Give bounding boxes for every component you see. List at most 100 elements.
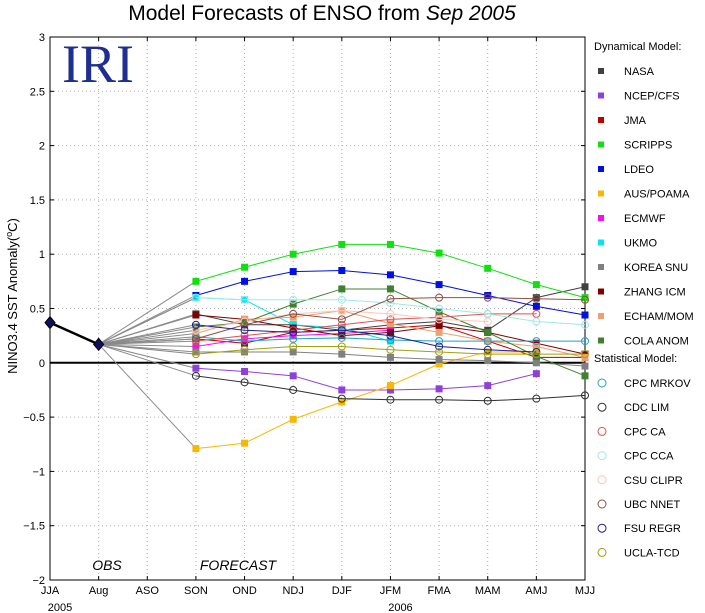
year-label: 2006 [388, 602, 412, 613]
series-point [289, 268, 297, 276]
x-tick-label: OND [232, 585, 257, 597]
iri-logo: IRI [62, 34, 134, 94]
legend-item: ECHAM/MOM [598, 311, 694, 323]
series-point [435, 313, 444, 322]
series-point [191, 337, 200, 346]
series-point [289, 324, 297, 332]
series-point [435, 328, 443, 336]
legend-label: COLA ANOM [624, 336, 689, 348]
series-point [435, 356, 443, 364]
series-point [240, 295, 249, 304]
series-point [289, 328, 298, 337]
series-point [338, 240, 346, 248]
observed-point [92, 337, 105, 352]
series-korea-snu [98, 343, 589, 370]
legend-marker [597, 499, 607, 509]
series-point [483, 350, 492, 359]
legend-label: ECMWF [624, 213, 666, 225]
series-point [241, 339, 249, 347]
series-point [241, 263, 249, 271]
series-cpc-cca [98, 293, 589, 345]
legend-group-title: Dynamical Model: [594, 41, 681, 53]
series-point [337, 326, 346, 335]
legend-marker [597, 475, 607, 485]
x-tick-label: Aug [89, 585, 109, 597]
series-point [581, 320, 589, 329]
axes-layer: −2 −1.5 −1 −0.5 0 0.5 1 1.5 2 2.5 3 JJA Aug ASO SON OND… [23, 32, 595, 613]
legend-label: ZHANG ICM [624, 287, 686, 299]
series-point [386, 299, 395, 308]
y-axis-label-sup: o [4, 232, 14, 237]
legend-marker [597, 523, 607, 533]
chart-title-date: Sep 2005 [426, 2, 516, 25]
series-line [195, 313, 537, 342]
series-line [195, 367, 537, 391]
series-point [435, 337, 444, 346]
legend-marker [598, 264, 604, 270]
series-point [532, 370, 540, 378]
legend-item: CDC LIM [597, 402, 669, 414]
series-point [435, 293, 444, 302]
legend-item: UCLA-TCD [597, 547, 680, 559]
series-point [386, 285, 394, 293]
legend-item: FSU REGR [597, 523, 681, 535]
legend-label: KOREA SNU [624, 262, 688, 274]
series-point [241, 348, 249, 356]
legend-item: LDEO [598, 164, 654, 176]
series-point [386, 335, 395, 344]
series-point [289, 415, 297, 423]
y-tick-label: 0 [39, 358, 45, 370]
x-tick-label: MAM [475, 585, 501, 597]
legend-item: SCRIPPS [598, 140, 672, 152]
legend-item: KOREA SNU [598, 262, 688, 274]
series-point [581, 350, 589, 359]
observed-line [49, 321, 100, 346]
series-point [192, 364, 200, 372]
series-point [289, 342, 298, 351]
series-point [483, 293, 492, 302]
series-point [483, 317, 492, 326]
legend-item: ZHANG ICM [598, 287, 686, 299]
series-point [241, 277, 249, 285]
series-point [532, 394, 541, 403]
series-point [191, 371, 200, 380]
legend-label: NCEP/CFS [624, 91, 680, 103]
legend-marker [598, 215, 604, 221]
series-point [386, 320, 394, 328]
series-connector [98, 332, 196, 345]
series-point [435, 281, 443, 289]
series-point [532, 317, 541, 326]
y-tick-label: −2 [32, 575, 45, 587]
series-point [532, 302, 540, 310]
y-axis-label-main: NINO3.4 SST Anomaly( [5, 236, 20, 374]
legend-label: JMA [624, 115, 647, 127]
series-point [338, 332, 346, 340]
x-tick-label: JJA [41, 585, 60, 597]
chart-title: Model Forecasts of ENSO from Sep 2005 [128, 2, 516, 25]
series-point [337, 342, 346, 351]
series-point [241, 319, 249, 327]
y-tick-label: 1 [39, 249, 45, 261]
forecast-label: FORECAST [200, 557, 278, 573]
series-line [195, 346, 585, 355]
series-point [241, 367, 249, 375]
series-point [435, 395, 444, 404]
series-point [581, 311, 589, 319]
series-point [532, 281, 540, 289]
legend-label: SCRIPPS [624, 140, 672, 152]
legend-item: ECMWF [598, 213, 666, 225]
series-connector [98, 343, 197, 369]
legend-label: CDC LIM [624, 402, 669, 414]
legend-marker [598, 239, 604, 246]
series-point [386, 271, 394, 279]
legend-marker [598, 166, 604, 172]
legend-item: COLA ANOM [598, 336, 689, 348]
series-point [532, 359, 540, 367]
series-ucla-tcd [98, 342, 589, 359]
series-point [289, 372, 297, 380]
series-connector [98, 343, 197, 449]
series-point [581, 283, 589, 291]
series-point [435, 347, 444, 356]
x-tick-label: NDJ [282, 585, 303, 597]
